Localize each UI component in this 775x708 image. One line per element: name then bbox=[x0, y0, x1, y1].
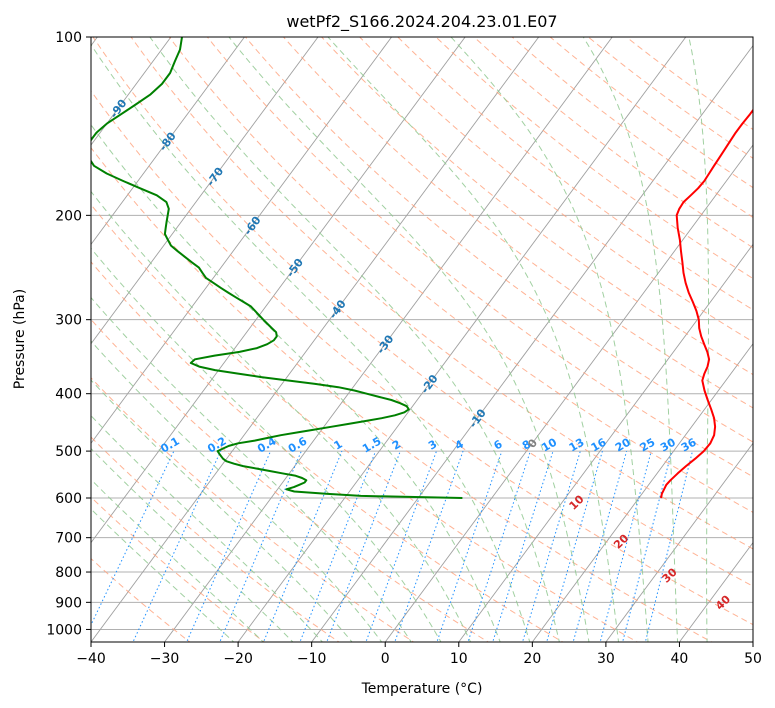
moist-adiabat-line bbox=[91, 508, 235, 642]
y-axis: 100 200 300 400 500 600 700 800 900 1000 bbox=[46, 30, 91, 638]
x-tick-label: 50 bbox=[744, 651, 762, 667]
dry-adiabat-line bbox=[91, 496, 266, 642]
moist-adiabat-line bbox=[688, 37, 709, 642]
dry-adiabat-line bbox=[91, 261, 564, 642]
dry-adiabat-line bbox=[91, 436, 340, 642]
dewpoint-profile-line bbox=[91, 37, 463, 499]
moist-adiabat-line bbox=[91, 247, 442, 642]
mixing-ratio-line bbox=[599, 450, 652, 642]
mixing-ratio-line bbox=[219, 450, 302, 642]
x-tick-label: −40 bbox=[76, 651, 106, 667]
isotherm-line bbox=[91, 37, 393, 444]
y-tick-label: 700 bbox=[55, 531, 82, 547]
y-tick-label: 100 bbox=[55, 30, 82, 46]
x-axis: −40 −30 −20 −10 0 10 20 30 40 50 bbox=[76, 642, 762, 667]
temperature-profile-line bbox=[660, 108, 753, 499]
moist-adiabat-line bbox=[228, 37, 590, 642]
moist-adiabat-line bbox=[327, 37, 620, 642]
x-tick-label: 40 bbox=[671, 651, 689, 667]
chart-title: wetPf2_S166.2024.204.23.01.E07 bbox=[286, 12, 557, 32]
dry-adiabat-line bbox=[92, 37, 753, 587]
dry-adiabat-line bbox=[91, 146, 713, 642]
y-tick-label: 300 bbox=[55, 313, 82, 329]
dry-adiabat-line bbox=[168, 37, 753, 513]
dry-adiabat-line bbox=[244, 37, 753, 443]
y-tick-label: 900 bbox=[55, 595, 82, 611]
dry-adiabat-line bbox=[91, 318, 490, 642]
y-tick-label: 800 bbox=[55, 565, 82, 581]
moist-adiabat-line bbox=[91, 190, 472, 642]
dry-adiabat-line bbox=[130, 37, 753, 550]
isotherm-line bbox=[311, 44, 753, 642]
dry-adiabat-line bbox=[435, 37, 753, 280]
moist-adiabat-line bbox=[91, 379, 353, 642]
background-lines bbox=[91, 37, 753, 642]
x-tick-label: 30 bbox=[597, 651, 615, 667]
x-tick-label: −30 bbox=[150, 651, 180, 667]
x-tick-label: 0 bbox=[381, 651, 390, 667]
mixing-ratio-line bbox=[132, 450, 222, 642]
mixing-ratio-line bbox=[492, 450, 554, 642]
mixing-ratio-line bbox=[644, 450, 693, 642]
x-axis-title: Temperature (°C) bbox=[361, 681, 483, 697]
y-tick-label: 1000 bbox=[46, 622, 82, 638]
moist-adiabat-line bbox=[582, 37, 679, 642]
mixing-ratio-line bbox=[326, 450, 401, 642]
dry-adiabat-line bbox=[282, 37, 753, 409]
mixing-ratio-line bbox=[263, 450, 343, 642]
plot-frame bbox=[90, 36, 754, 643]
isotherm-line bbox=[163, 37, 613, 642]
mixing-ratio-line bbox=[546, 450, 603, 642]
moist-adiabat-line bbox=[91, 478, 264, 642]
dry-adiabat-line bbox=[91, 203, 639, 642]
y-tick-label: 200 bbox=[55, 208, 82, 224]
isotherm-line bbox=[91, 37, 466, 544]
x-tick-label: 10 bbox=[450, 651, 468, 667]
dry-adiabat-line bbox=[359, 37, 753, 343]
x-tick-label: −20 bbox=[223, 651, 253, 667]
moist-adiabat-line bbox=[91, 296, 412, 642]
moist-adiabat-line bbox=[149, 37, 560, 642]
isotherm-line bbox=[91, 37, 540, 642]
y-tick-label: 500 bbox=[55, 444, 82, 460]
mixing-ratio-line bbox=[521, 450, 581, 642]
mixing-ratio-line bbox=[572, 450, 628, 642]
isotherm-line bbox=[91, 37, 246, 246]
isotherm-line bbox=[605, 442, 753, 642]
mixing-ratio-line bbox=[299, 450, 377, 642]
x-tick-label: −10 bbox=[297, 651, 327, 667]
dry-adiabat-line bbox=[397, 37, 753, 311]
mixing-ratio-line bbox=[622, 450, 673, 642]
x-tick-label: 20 bbox=[523, 651, 541, 667]
y-axis-title: Pressure (hPa) bbox=[12, 289, 28, 389]
y-tick-label: 600 bbox=[55, 491, 82, 507]
moist-adiabat-line bbox=[450, 37, 649, 642]
dry-adiabat-line bbox=[206, 37, 753, 478]
isotherm-line bbox=[91, 37, 319, 345]
mixing-ratio-line bbox=[467, 450, 531, 642]
isotherm-line bbox=[237, 37, 687, 642]
moist-adiabat-line bbox=[91, 123, 501, 642]
isotherm-line bbox=[531, 343, 753, 642]
profile-series bbox=[91, 37, 753, 499]
y-tick-label: 400 bbox=[55, 387, 82, 403]
moist-adiabat-line bbox=[91, 43, 531, 642]
